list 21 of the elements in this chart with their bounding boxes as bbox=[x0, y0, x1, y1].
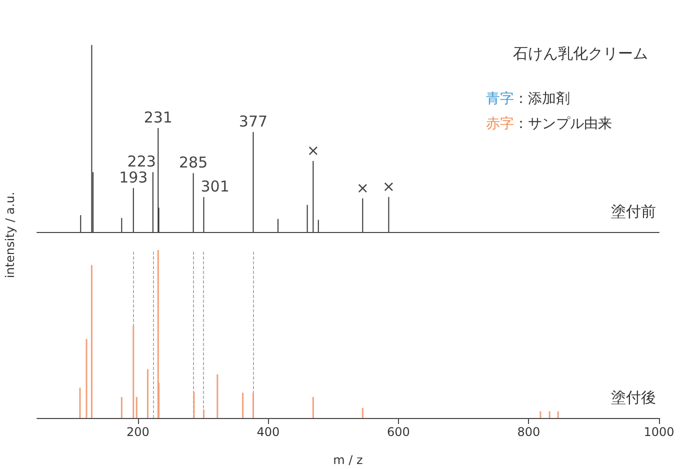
annotation: 青字：添加剤 bbox=[486, 91, 570, 107]
annotation: × bbox=[306, 141, 320, 160]
annotation: 285 bbox=[178, 154, 208, 172]
x-tick-label: 600 bbox=[387, 425, 410, 439]
x-tick-label: 1000 bbox=[644, 425, 674, 439]
annotation: 301 bbox=[200, 178, 230, 196]
x-tick-label: 800 bbox=[517, 425, 540, 439]
text: 塗付前 bbox=[611, 202, 656, 220]
y-axis-title: intensity / a.u. bbox=[3, 192, 17, 278]
chart-title: 石けん乳化クリーム bbox=[513, 44, 648, 62]
x-axis-title: m / z bbox=[333, 453, 363, 467]
annotation: × bbox=[356, 178, 369, 197]
annotation: 231 bbox=[144, 108, 172, 127]
annotation: 377 bbox=[238, 112, 268, 130]
annotation: 223 bbox=[127, 152, 156, 171]
annotation: 赤字：サンプル由来 bbox=[486, 116, 612, 132]
x-tick-label: 200 bbox=[126, 425, 150, 439]
annotation: × bbox=[382, 178, 395, 196]
x-tick-label: 400 bbox=[256, 425, 280, 439]
text: 塗付後 bbox=[611, 388, 656, 406]
annotation: 193 bbox=[119, 168, 148, 187]
